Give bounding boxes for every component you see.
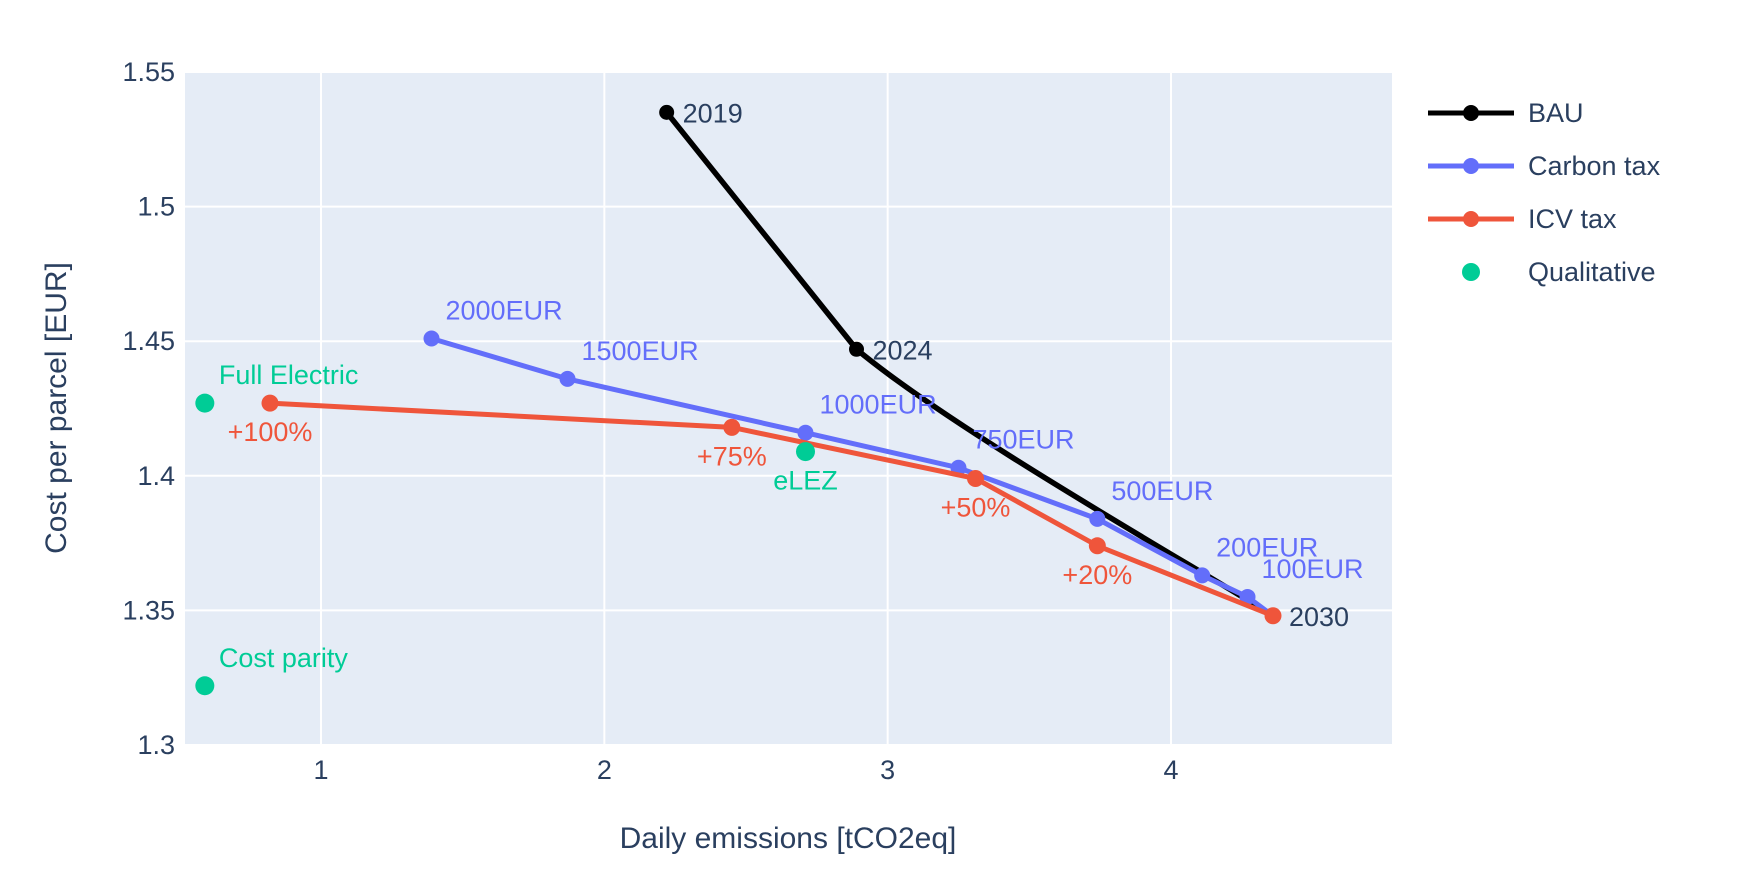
point-label: eLEZ	[773, 466, 838, 496]
data-point	[1239, 588, 1256, 605]
point-label: Cost parity	[219, 643, 349, 673]
point-label: 1000EUR	[820, 390, 937, 420]
data-point	[1089, 510, 1106, 527]
legend-marker-swatch	[1463, 158, 1479, 174]
y-tick-label: 1.55	[122, 57, 175, 87]
series-qualitative: Full Electric eLEZ Cost parity	[195, 360, 838, 696]
point-label: Full Electric	[219, 360, 359, 390]
data-point	[261, 394, 279, 412]
legend-marker-swatch	[1463, 211, 1479, 227]
legend-item-label: Carbon tax	[1528, 151, 1661, 181]
point-label: 2000EUR	[446, 296, 563, 326]
data-point	[797, 424, 814, 441]
legend-item-label: ICV tax	[1528, 204, 1617, 234]
point-label: +100%	[228, 417, 313, 447]
x-axis-title: Daily emissions [tCO2eq]	[620, 822, 957, 855]
point-label: 200EUR	[1216, 532, 1318, 562]
point-label: +20%	[1062, 560, 1132, 590]
series-line	[429, 336, 1276, 619]
legend-item-icv-tax[interactable]: ICV tax	[1428, 204, 1617, 234]
y-tick-label: 1.4	[137, 461, 175, 491]
data-point	[849, 341, 864, 357]
point-label: 100EUR	[1262, 554, 1364, 584]
data-point	[1264, 607, 1282, 625]
legend-item-qualitative[interactable]: Qualitative	[1462, 257, 1656, 287]
data-point	[723, 418, 741, 436]
x-tick-label: 2	[597, 755, 612, 785]
data-point	[559, 370, 576, 387]
y-tick-label: 1.3	[137, 730, 175, 760]
axis-ticks: 1 2 3 4 1.55 1.5 1.45 1.4 1.35 1.3	[122, 57, 1178, 785]
legend-item-carbon-tax[interactable]: Carbon tax	[1428, 151, 1661, 181]
point-label: 500EUR	[1111, 476, 1213, 506]
point-label: 1500EUR	[582, 336, 699, 366]
x-tick-label: 1	[313, 755, 328, 785]
data-point	[967, 469, 984, 487]
y-axis-title: Cost per parcel [EUR]	[40, 262, 73, 554]
legend-item-label: BAU	[1528, 98, 1584, 128]
y-tick-label: 1.45	[122, 326, 175, 356]
gridlines	[185, 71, 1392, 746]
point-label: 2019	[683, 98, 743, 128]
data-point	[195, 676, 215, 696]
legend-marker-swatch	[1462, 263, 1480, 281]
legend-item-label: Qualitative	[1528, 257, 1656, 287]
data-series-layer: 2019 2024 2030 2000EUR 1500EUR 1000EUR 750EUR 5…	[195, 98, 1364, 696]
point-label: 2030	[1289, 602, 1349, 632]
y-tick-label: 1.35	[122, 595, 175, 625]
series-carbon-tax: 2000EUR 1500EUR 1000EUR 750EUR 500EUR200EUR1…	[423, 296, 1364, 624]
point-label: +75%	[697, 441, 767, 471]
data-point	[1194, 567, 1211, 584]
point-label: 750EUR	[973, 425, 1075, 455]
x-tick-label: 3	[880, 755, 895, 785]
legend: BAU Carbon tax ICV tax Qualitative	[1428, 98, 1661, 287]
point-label: 2024	[873, 335, 933, 365]
data-point	[796, 442, 815, 462]
legend-item-bau[interactable]: BAU	[1428, 98, 1584, 128]
data-point	[659, 104, 675, 120]
series-icv-tax: +100% +75% +50% +20%	[228, 394, 1282, 625]
x-tick-label: 4	[1163, 755, 1178, 785]
legend-marker-swatch	[1463, 105, 1479, 121]
data-point	[1088, 537, 1106, 555]
point-label: +50%	[941, 492, 1011, 522]
data-point	[195, 393, 215, 413]
y-tick-label: 1.5	[137, 192, 175, 222]
data-point	[423, 330, 440, 347]
